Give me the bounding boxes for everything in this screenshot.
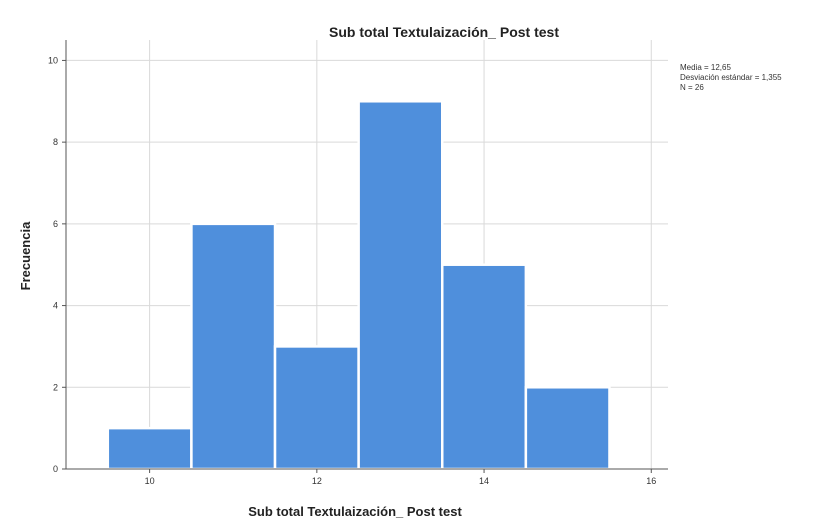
- histogram-bar: [190, 222, 277, 471]
- histogram-bar: [524, 386, 611, 471]
- x-tick-label: 10: [145, 476, 155, 486]
- x-tick-label: 14: [479, 476, 489, 486]
- stats-std-dev: Desviación estándar = 1,355: [680, 73, 782, 82]
- histogram-bar: [106, 426, 193, 471]
- histogram-bar: [441, 263, 528, 471]
- y-tick-label: 2: [53, 382, 58, 392]
- chart-title: Sub total Textulaización_ Post test: [329, 24, 559, 40]
- y-tick-label: 8: [53, 137, 58, 147]
- histogram-bar: [273, 345, 360, 471]
- x-tick-label: 12: [312, 476, 322, 486]
- x-tick-label: 16: [646, 476, 656, 486]
- stats-legend: Media = 12,65 Desviación estándar = 1,35…: [680, 63, 782, 92]
- stats-n: N = 26: [680, 83, 704, 92]
- stats-mean: Media = 12,65: [680, 63, 731, 72]
- y-tick-label: 4: [53, 301, 58, 311]
- y-tick-label: 6: [53, 219, 58, 229]
- histogram-bars: [106, 100, 611, 471]
- y-tick-label: 10: [48, 55, 58, 65]
- y-axis-label: Frecuencia: [18, 221, 33, 290]
- axes: 0 2 4 6 8 10 10 12 14 16: [48, 40, 668, 486]
- y-tick-label: 0: [53, 464, 58, 474]
- histogram-bar: [357, 100, 444, 471]
- x-axis-label: Sub total Textulaización_ Post test: [248, 504, 462, 519]
